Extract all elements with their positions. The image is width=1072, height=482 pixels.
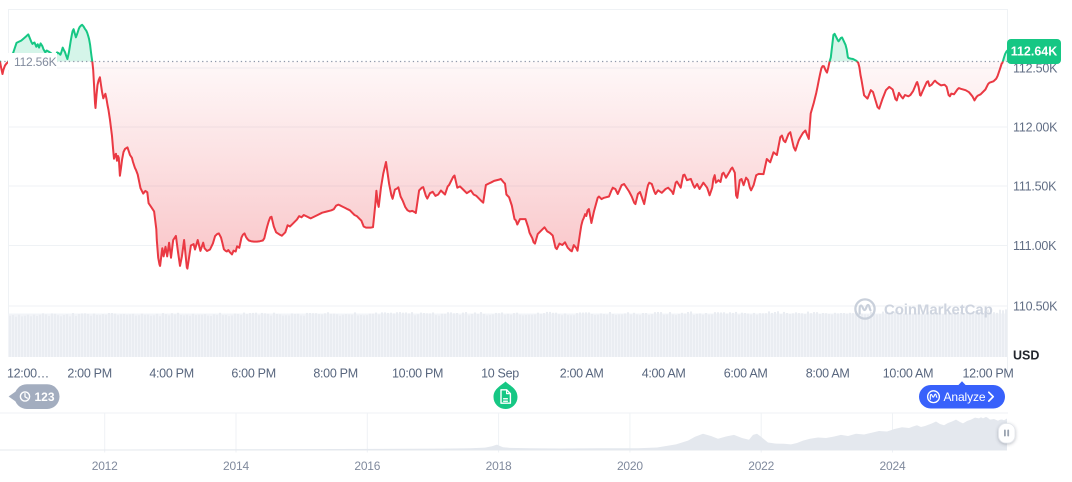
svg-text:6:00 PM: 6:00 PM — [231, 367, 275, 381]
svg-text:USD: USD — [1013, 349, 1039, 363]
svg-text:2:00 AM: 2:00 AM — [560, 367, 604, 381]
svg-text:12:00 PM: 12:00 PM — [962, 367, 1013, 381]
svg-text:6:00 AM: 6:00 AM — [724, 367, 768, 381]
svg-text:112.64K: 112.64K — [1011, 45, 1058, 59]
svg-text:111.00K: 111.00K — [1013, 239, 1057, 253]
svg-text:112.00K: 112.00K — [1013, 121, 1058, 135]
svg-text:4:00 AM: 4:00 AM — [642, 367, 686, 381]
svg-text:112.56K: 112.56K — [14, 55, 57, 69]
svg-text:110.50K: 110.50K — [1013, 300, 1058, 314]
svg-text:2024: 2024 — [880, 459, 906, 473]
svg-text:2:00 PM: 2:00 PM — [67, 367, 111, 381]
svg-text:2020: 2020 — [617, 459, 643, 473]
svg-text:2016: 2016 — [354, 459, 380, 473]
svg-text:2022: 2022 — [748, 459, 774, 473]
svg-text:8:00 PM: 8:00 PM — [313, 367, 357, 381]
svg-text:2012: 2012 — [92, 459, 118, 473]
svg-text:10:00 AM: 10:00 AM — [883, 367, 933, 381]
svg-text:CoinMarketCap: CoinMarketCap — [884, 302, 993, 319]
svg-text:10:00 PM: 10:00 PM — [392, 367, 443, 381]
svg-text:10 Sep: 10 Sep — [481, 367, 519, 381]
svg-text:12:00…: 12:00… — [7, 367, 49, 381]
svg-text:Analyze: Analyze — [944, 390, 986, 404]
svg-text:111.50K: 111.50K — [1013, 180, 1057, 194]
svg-text:8:00 AM: 8:00 AM — [806, 367, 850, 381]
svg-text:123: 123 — [35, 390, 55, 404]
svg-text:2018: 2018 — [486, 459, 512, 473]
svg-text:4:00 PM: 4:00 PM — [149, 367, 193, 381]
svg-text:112.50K: 112.50K — [1013, 62, 1058, 76]
svg-text:2014: 2014 — [223, 459, 249, 473]
